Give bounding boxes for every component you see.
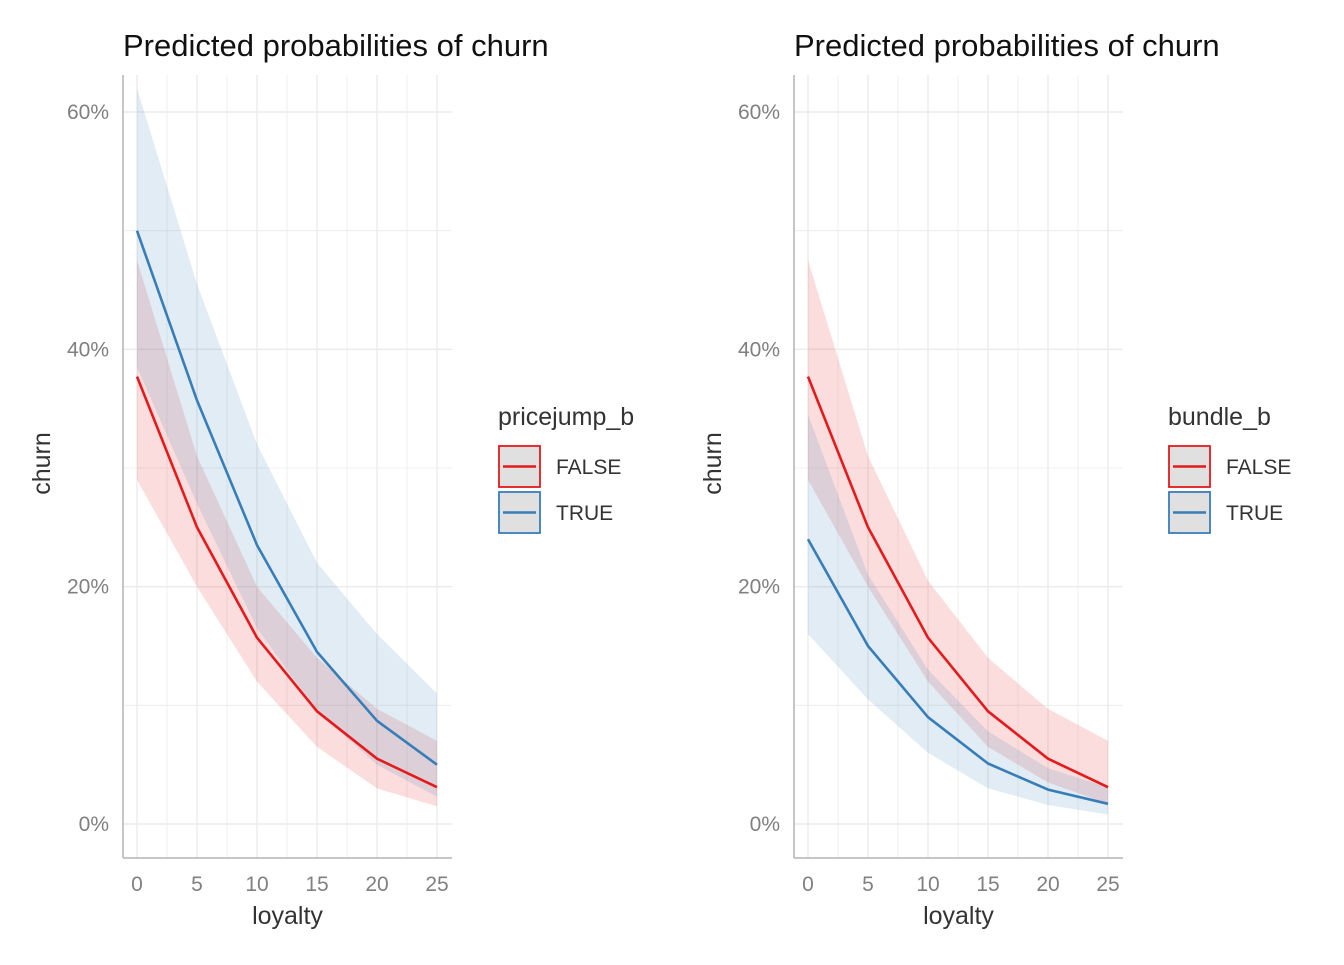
y-tick-label: 40% xyxy=(738,338,780,361)
series-line-false xyxy=(806,376,1109,789)
x-tick-label: 25 xyxy=(1096,873,1119,896)
legend-label: TRUE xyxy=(556,502,613,525)
ci-ribbon-true xyxy=(808,414,1108,815)
legend-key-false xyxy=(1168,445,1211,488)
x-tick-label: 5 xyxy=(191,873,203,896)
gridlines xyxy=(123,75,452,858)
series-line-false xyxy=(135,376,438,789)
legend-title: bundle_b xyxy=(1168,403,1271,431)
chart-panel-2: 0% 20% 40% 60% 0 5 10 15 20 25 loyalty churn Predict… xyxy=(699,28,1291,930)
legend-key-false xyxy=(498,445,541,488)
x-axis-title: loyalty xyxy=(252,902,323,930)
x-tick-label: 10 xyxy=(916,873,939,896)
y-tick-label: 60% xyxy=(67,101,109,124)
y-tick-label: 0% xyxy=(750,813,780,836)
ci-ribbon-false xyxy=(808,260,1108,804)
series-line-true xyxy=(135,230,438,766)
x-tick-label: 20 xyxy=(1036,873,1059,896)
y-tick-label: 20% xyxy=(67,576,109,599)
legend-label: TRUE xyxy=(1226,502,1283,525)
x-tick-label: 10 xyxy=(245,873,268,896)
legend: bundle_b FALSE TRUE xyxy=(1168,403,1291,534)
legend-key-true xyxy=(1168,491,1211,534)
legend-key-true xyxy=(498,491,541,534)
chart-panel-1: 0% 20% 40% 60% 0 5 10 15 20 25 loyalty churn Predict… xyxy=(28,28,634,930)
x-tick-label: 0 xyxy=(131,873,143,896)
x-axis-title: loyalty xyxy=(923,902,994,930)
x-tick-label: 15 xyxy=(976,873,999,896)
y-axis-title: churn xyxy=(699,432,727,495)
legend-label: FALSE xyxy=(1226,456,1291,479)
y-axis-title: churn xyxy=(28,432,56,495)
x-tick-label: 0 xyxy=(802,873,814,896)
chart-title: Predicted probabilities of churn xyxy=(794,28,1220,63)
chart-title: Predicted probabilities of churn xyxy=(123,28,549,63)
y-tick-label: 0% xyxy=(79,813,109,836)
legend: pricejump_b FALSE TRUE xyxy=(498,403,634,534)
ci-ribbon-false xyxy=(137,260,437,807)
ci-ribbon-true xyxy=(137,88,437,797)
y-tick-label: 60% xyxy=(738,101,780,124)
series-line-true xyxy=(806,538,1109,806)
x-tick-label: 5 xyxy=(862,873,874,896)
legend-title: pricejump_b xyxy=(498,403,634,431)
y-tick-label: 20% xyxy=(738,576,780,599)
legend-label: FALSE xyxy=(556,456,621,479)
x-tick-label: 15 xyxy=(305,873,328,896)
x-tick-label: 25 xyxy=(425,873,448,896)
y-tick-label: 40% xyxy=(67,338,109,361)
gridlines xyxy=(794,75,1123,858)
x-tick-label: 20 xyxy=(365,873,388,896)
